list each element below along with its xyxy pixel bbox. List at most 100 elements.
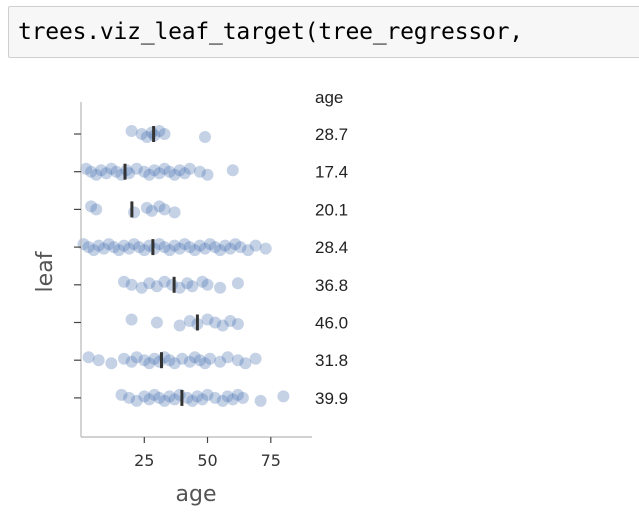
code-cell-input[interactable]: trees.viz_leaf_target(tree_regressor, <box>8 6 639 58</box>
data-point <box>107 241 120 254</box>
data-point <box>158 162 171 175</box>
data-point <box>193 165 206 178</box>
data-point <box>204 352 216 365</box>
data-point <box>128 238 141 251</box>
data-point <box>234 241 247 254</box>
data-point <box>221 351 234 364</box>
mean-label: 36.8 <box>315 276 348 295</box>
data-point <box>277 390 290 403</box>
data-point <box>105 162 118 175</box>
data-point <box>196 275 209 288</box>
data-point <box>201 168 214 181</box>
data-point <box>115 388 128 401</box>
data-point <box>158 394 171 407</box>
data-point <box>133 241 146 254</box>
data-point <box>123 391 136 404</box>
data-point <box>125 125 138 137</box>
data-point <box>102 238 115 251</box>
data-point <box>199 242 211 255</box>
data-point <box>118 275 130 288</box>
code-cell-source: trees.viz_leaf_target(tree_regressor, <box>18 19 523 45</box>
data-point <box>178 167 191 180</box>
data-point <box>148 352 161 365</box>
data-point <box>150 316 163 329</box>
y-ticks-layer <box>74 133 81 399</box>
data-point <box>163 390 176 403</box>
data-point <box>183 241 196 254</box>
data-point <box>163 165 176 178</box>
data-point <box>138 390 151 403</box>
data-point <box>173 242 186 255</box>
data-point <box>173 164 186 177</box>
data-point <box>239 357 252 370</box>
column-header: age <box>315 88 343 107</box>
data-point <box>130 351 143 364</box>
mean-label: 20.1 <box>315 200 348 219</box>
data-point <box>249 239 262 252</box>
mean-label: 28.4 <box>315 238 348 257</box>
data-point <box>201 278 214 291</box>
data-point <box>145 204 158 217</box>
data-point <box>204 238 216 251</box>
data-point <box>110 165 123 178</box>
data-point <box>112 244 125 257</box>
data-point <box>100 167 113 180</box>
data-point <box>143 168 156 181</box>
data-point <box>168 206 181 219</box>
mean-label: 17.4 <box>315 163 348 182</box>
x-axis-label: age <box>176 482 217 507</box>
mean-label: 28.7 <box>315 125 348 144</box>
data-point <box>163 244 176 257</box>
data-point <box>105 357 118 370</box>
data-point <box>242 244 254 257</box>
data-point <box>82 241 95 254</box>
data-point <box>130 394 143 407</box>
data-point <box>125 313 138 326</box>
x-ticks-layer: 25 50 75 <box>134 437 281 470</box>
data-point <box>153 391 166 404</box>
data-point <box>173 319 186 332</box>
data-point <box>231 354 244 367</box>
data-point <box>143 357 156 370</box>
data-point <box>158 275 171 288</box>
x-tick-label: 75 <box>261 451 281 470</box>
data-point <box>188 244 201 257</box>
mean-label: 31.8 <box>315 351 348 370</box>
mean-label: 46.0 <box>315 314 348 333</box>
data-point <box>138 165 151 178</box>
data-point <box>87 244 100 257</box>
data-point <box>231 277 244 290</box>
data-point <box>186 394 199 407</box>
data-point <box>90 203 103 216</box>
data-point <box>188 351 201 364</box>
data-point <box>158 241 171 254</box>
data-point <box>209 241 222 254</box>
data-point <box>226 393 239 406</box>
data-point <box>216 394 229 407</box>
data-point <box>231 318 244 330</box>
data-point <box>181 391 194 404</box>
data-point <box>168 393 181 406</box>
data-point <box>236 391 249 404</box>
data-point <box>186 280 199 293</box>
data-point <box>153 238 166 251</box>
data-point <box>140 201 153 214</box>
mean-labels-layer: 28.7 17.4 20.1 28.4 36.8 46.0 31.8 39.9 <box>315 125 348 408</box>
data-point <box>229 238 242 251</box>
data-point <box>183 315 196 327</box>
data-point <box>138 354 151 367</box>
data-point <box>193 354 206 367</box>
data-point <box>221 390 234 403</box>
data-point <box>173 281 186 294</box>
data-point <box>158 203 171 216</box>
data-point <box>254 394 267 407</box>
data-point <box>168 357 181 370</box>
data-point <box>224 242 237 255</box>
data-point <box>140 131 153 143</box>
x-tick-label: 25 <box>134 451 154 470</box>
data-point <box>143 277 156 290</box>
data-point <box>201 388 214 401</box>
data-point <box>181 277 194 290</box>
data-point <box>153 125 166 137</box>
data-point <box>176 352 189 365</box>
